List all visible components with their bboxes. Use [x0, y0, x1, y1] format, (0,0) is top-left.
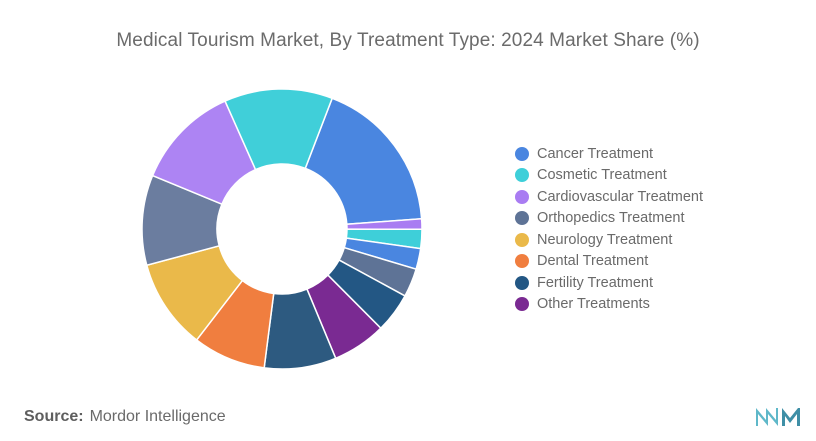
legend-swatch — [515, 254, 529, 269]
legend-label: Orthopedics Treatment — [537, 210, 685, 227]
donut-slice-12 — [224, 88, 334, 171]
legend-label: Other Treatments — [537, 296, 650, 313]
legend-label: Cancer Treatment — [537, 145, 654, 162]
source-note: Source: Mordor Intelligence — [24, 408, 226, 426]
legend-swatch — [515, 146, 529, 161]
legend-item: Neurology Treatment — [515, 229, 703, 251]
legend-item: Other Treatments — [515, 294, 703, 316]
chart-legend: Cancer Treatment Cosmetic Treatment Cardio… — [515, 143, 703, 315]
legend-swatch — [515, 211, 529, 226]
legend-swatch — [515, 232, 529, 247]
legend-item: Dental Treatment — [515, 251, 703, 273]
source-label: Source: — [24, 408, 84, 425]
mordor-intelligence-logo-icon — [756, 408, 800, 426]
legend-swatch — [515, 297, 529, 312]
legend-swatch — [515, 168, 529, 183]
legend-swatch — [515, 275, 529, 290]
legend-item: Orthopedics Treatment — [515, 208, 703, 230]
legend-label: Cosmetic Treatment — [537, 167, 667, 184]
legend-swatch — [515, 189, 529, 204]
legend-item: Fertility Treatment — [515, 272, 703, 294]
legend-label: Fertility Treatment — [537, 274, 654, 291]
legend-label: Cardiovascular Treatment — [537, 188, 704, 205]
donut-slice-0 — [304, 97, 423, 226]
legend-item: Cancer Treatment — [515, 143, 703, 165]
legend-item: Cardiovascular Treatment — [515, 186, 703, 208]
source-text: Mordor Intelligence — [89, 408, 226, 425]
legend-label: Neurology Treatment — [537, 231, 673, 248]
legend-item: Cosmetic Treatment — [515, 165, 703, 187]
chart-title: Medical Tourism Market, By Treatment Typ… — [116, 30, 700, 51]
legend-label: Dental Treatment — [537, 253, 649, 270]
